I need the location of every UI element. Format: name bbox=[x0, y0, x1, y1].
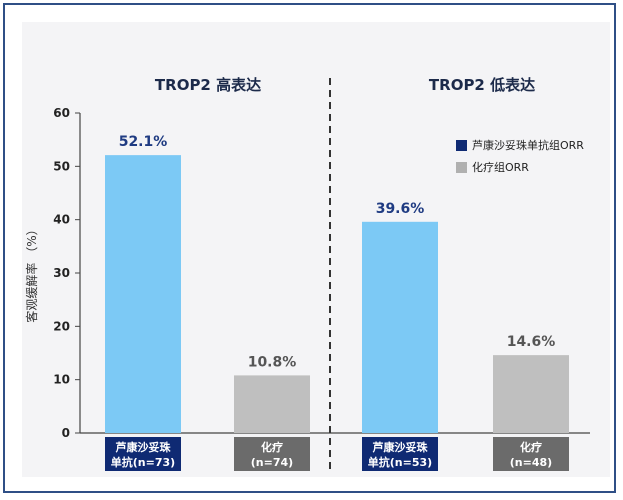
value-label: 39.6% bbox=[376, 201, 425, 217]
value-label: 52.1% bbox=[119, 134, 168, 150]
category-box bbox=[493, 437, 569, 471]
category-label-line2: (n=74) bbox=[251, 456, 293, 469]
group-title: TROP2 低表达 bbox=[429, 76, 535, 94]
value-label: 14.6% bbox=[507, 334, 556, 350]
y-tick-label: 50 bbox=[53, 159, 70, 173]
category-label-line2: 单抗(n=73) bbox=[111, 455, 175, 469]
category-label-line1: 化疗 bbox=[261, 440, 283, 454]
bar bbox=[362, 221, 438, 433]
legend-swatch bbox=[456, 162, 467, 173]
category-label-line1: 芦康沙妥珠 bbox=[116, 440, 172, 454]
y-tick-label: 0 bbox=[62, 426, 70, 440]
bar bbox=[493, 355, 569, 433]
legend-swatch bbox=[456, 140, 467, 151]
bar bbox=[105, 155, 181, 433]
category-box bbox=[234, 437, 310, 471]
y-tick-label: 30 bbox=[53, 266, 70, 280]
category-box bbox=[362, 437, 438, 471]
category-label-line1: 化疗 bbox=[520, 440, 542, 454]
y-tick-label: 60 bbox=[53, 106, 70, 120]
y-tick-label: 40 bbox=[53, 213, 70, 227]
value-label: 10.8% bbox=[248, 354, 297, 370]
group-title: TROP2 高表达 bbox=[155, 76, 261, 94]
legend-label: 化疗组ORR bbox=[472, 160, 529, 174]
y-tick-label: 10 bbox=[53, 373, 70, 387]
category-label-line2: (n=48) bbox=[510, 456, 552, 469]
category-box bbox=[105, 437, 181, 471]
bar bbox=[234, 375, 310, 433]
category-label-line1: 芦康沙妥珠 bbox=[373, 440, 429, 454]
legend-label: 芦康沙妥珠单抗组ORR bbox=[472, 138, 584, 152]
category-label-line2: 单抗(n=53) bbox=[368, 455, 432, 469]
y-tick-label: 20 bbox=[53, 319, 70, 333]
y-axis-label: 客观缓解率 （%） bbox=[24, 223, 39, 322]
